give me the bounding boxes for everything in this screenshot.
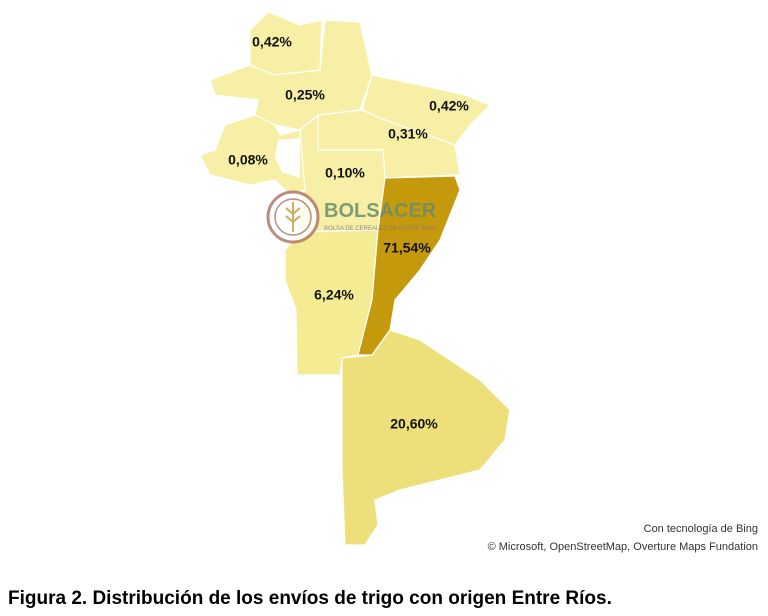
attribution: Con tecnología de Bing	[644, 523, 758, 535]
logo-subtitle: BOLSA DE CEREALES DE ENTRE RÍOS	[324, 225, 436, 232]
attribution: © Microsoft, OpenStreetMap, Overture Map…	[488, 541, 758, 553]
logo: BOLSACER BOLSA DE CEREALES DE ENTRE RÍOS	[266, 190, 437, 244]
region-label: 0,31%	[388, 126, 428, 142]
region-label: 20,60%	[390, 416, 438, 432]
region-label: 71,54%	[383, 240, 431, 256]
region-label: 0,10%	[325, 165, 365, 181]
province	[341, 329, 511, 546]
province	[357, 175, 461, 356]
region-labels: 0,42% 0,25% 0,42% 0,31% 0,08% 0,10% 71,5…	[228, 34, 469, 432]
province	[249, 11, 323, 76]
logo-emblem	[274, 198, 312, 236]
logo-name: BOLSACER	[324, 200, 437, 222]
gap	[275, 138, 300, 178]
logo-icon	[285, 202, 301, 232]
map	[199, 11, 511, 546]
region-label: 0,42%	[429, 98, 469, 114]
region-label: 6,24%	[314, 287, 354, 303]
region-label: 0,42%	[252, 34, 292, 50]
caption: Figura 2. Distribución de los envíos de …	[8, 588, 612, 609]
region-label: 0,25%	[285, 87, 325, 103]
region-label: 0,08%	[228, 152, 268, 168]
